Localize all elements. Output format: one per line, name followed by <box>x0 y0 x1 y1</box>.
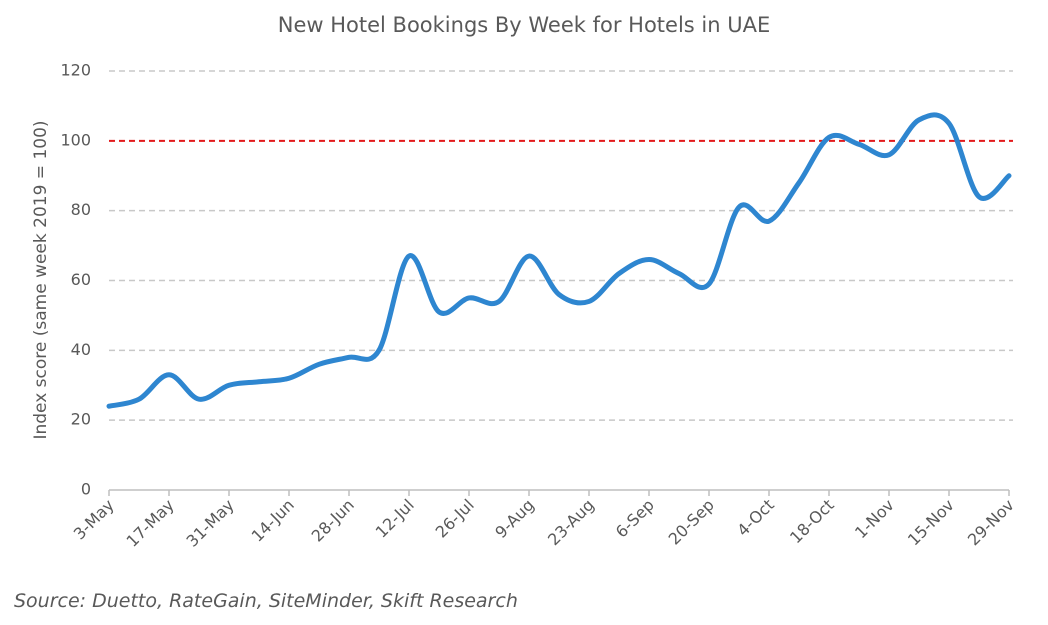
x-tick-label: 26-Jul <box>432 495 478 541</box>
y-tick-label: 20 <box>71 410 91 429</box>
x-tick-label: 15-Nov <box>904 495 958 549</box>
x-tick-label: 20-Sep <box>665 495 718 548</box>
y-tick-label: 100 <box>60 130 91 149</box>
x-tick-label: 6-Sep <box>612 495 658 541</box>
x-tick-label: 23-Aug <box>544 495 598 549</box>
y-tick-label: 0 <box>81 480 91 499</box>
y-tick-label: 60 <box>71 270 91 289</box>
source-note: Source: Duetto, RateGain, SiteMinder, Sk… <box>14 590 518 612</box>
x-tick-label: 14-Jun <box>248 495 298 545</box>
data-line <box>106 112 1012 409</box>
x-tick-label: 17-May <box>123 495 178 550</box>
x-tick-label: 4-Oct <box>733 495 778 540</box>
y-tick-label: 40 <box>71 340 91 359</box>
x-tick-label: 3-May <box>70 495 118 543</box>
x-tick-label: 1-Nov <box>851 495 898 542</box>
x-tick-label: 9-Aug <box>491 495 538 542</box>
x-tick-label: 18-Oct <box>786 495 838 547</box>
x-tick-label: 29-Nov <box>964 495 1018 549</box>
x-tick-label: 31-May <box>183 495 238 550</box>
x-tick-label: 28-Jun <box>308 495 358 545</box>
y-tick-label: 120 <box>60 61 91 80</box>
x-tick-label: 12-Jul <box>372 495 418 541</box>
y-tick-label: 80 <box>71 200 91 219</box>
y-axis-label: Index score (same week 2019 = 100) <box>31 120 51 439</box>
chart-title: New Hotel Bookings By Week for Hotels in… <box>278 13 770 37</box>
